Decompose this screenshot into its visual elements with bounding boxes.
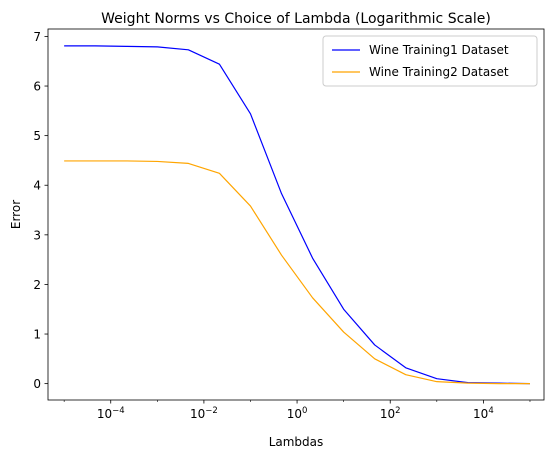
x-axis-label: Lambdas — [269, 435, 324, 449]
y-tick-label: 1 — [33, 328, 41, 342]
plot-frame — [47, 28, 545, 401]
plot-lines — [64, 45, 530, 385]
y-tick-label: 3 — [33, 228, 41, 242]
x-tick-label: 10−4 — [97, 406, 125, 421]
series-line-2 — [64, 160, 530, 385]
y-axis: 0 1 2 3 4 5 6 7 — [33, 30, 48, 391]
series-line-1 — [64, 45, 530, 385]
x-tick-label: 102 — [380, 406, 401, 421]
y-tick-label: 0 — [33, 377, 41, 391]
legend-label-training2: Wine Training2 Dataset — [369, 65, 509, 79]
legend: Wine Training1 Dataset Wine Training2 Da… — [322, 35, 538, 87]
y-tick-label: 4 — [33, 179, 41, 193]
legend-label-training1: Wine Training1 Dataset — [369, 43, 509, 57]
legend-box — [322, 35, 538, 87]
x-tick-label: 100 — [287, 406, 308, 421]
y-tick-label: 7 — [33, 30, 41, 44]
y-tick-label: 5 — [33, 129, 41, 143]
y-tick-label: 6 — [33, 80, 41, 94]
x-tick-label: 10−2 — [190, 406, 218, 421]
x-tick-label: 104 — [473, 406, 494, 421]
x-axis: 10−4 10−2 100 102 104 — [63, 400, 531, 421]
y-tick-label: 2 — [33, 278, 41, 292]
chart-title: Weight Norms vs Choice of Lambda (Logari… — [101, 11, 491, 27]
y-axis-label: Error — [9, 200, 23, 229]
